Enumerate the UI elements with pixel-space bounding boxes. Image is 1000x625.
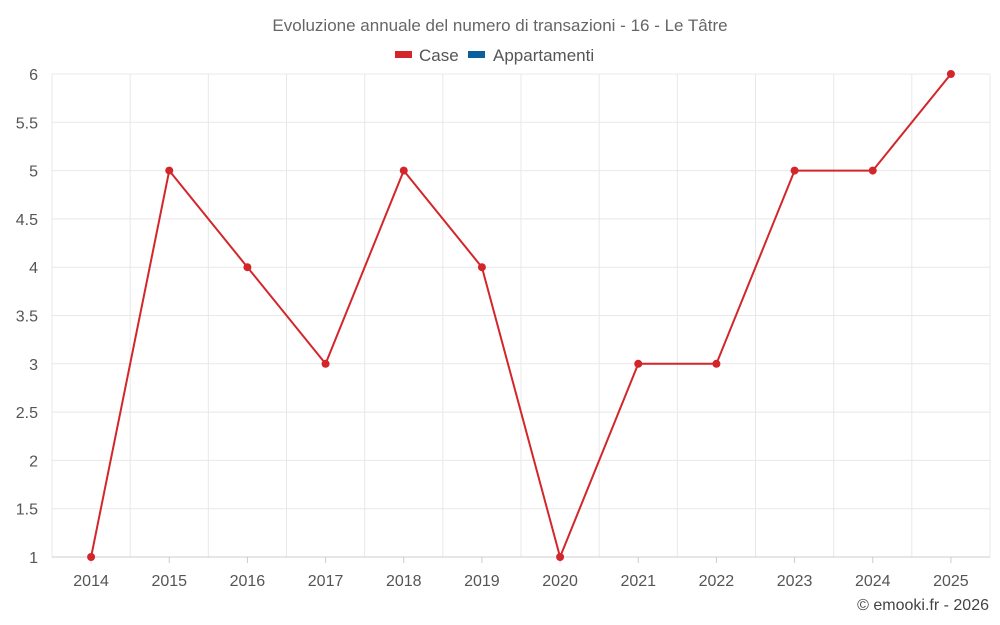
- x-tick-label: 2014: [73, 573, 109, 590]
- data-point[interactable]: [634, 359, 643, 368]
- y-tick-label: 3: [29, 357, 38, 374]
- x-tick-label: 2018: [386, 573, 422, 590]
- x-tick-label: 2020: [542, 573, 578, 590]
- x-tick-label: 2015: [151, 573, 187, 590]
- x-tick-label: 2022: [699, 573, 735, 590]
- credit-text: © emooki.fr - 2026: [857, 597, 989, 614]
- grid: [51, 73, 991, 557]
- y-tick-label: 5: [29, 164, 38, 181]
- legend-swatch-case[interactable]: [395, 51, 412, 58]
- y-tick-label: 3.5: [16, 309, 38, 326]
- data-point[interactable]: [790, 166, 799, 175]
- y-tick-label: 4: [29, 260, 38, 277]
- x-tick-label: 2024: [855, 573, 891, 590]
- y-tick-label: 4.5: [16, 212, 38, 229]
- data-point[interactable]: [477, 263, 486, 272]
- legend-label-case[interactable]: Case: [419, 46, 459, 65]
- x-tick-label: 2025: [933, 573, 969, 590]
- data-point[interactable]: [243, 263, 252, 272]
- x-tick-label: 2023: [777, 573, 813, 590]
- data-point[interactable]: [399, 166, 408, 175]
- y-tick-label: 6: [29, 67, 38, 84]
- data-point[interactable]: [712, 359, 721, 368]
- data-point[interactable]: [321, 359, 330, 368]
- series-case: [87, 70, 955, 561]
- y-axis-ticks: 1 1.5 2 2.5 3 3.5 4 4.5 5 5.5 6: [16, 67, 38, 567]
- x-tick-label: 2019: [464, 573, 500, 590]
- legend-swatch-appartamenti[interactable]: [468, 51, 485, 58]
- data-point[interactable]: [868, 166, 877, 175]
- x-tick-label: 2017: [308, 573, 344, 590]
- y-tick-label: 5.5: [16, 115, 38, 132]
- y-tick-label: 1.5: [16, 502, 38, 519]
- chart-title: Evoluzione annuale del numero di transaz…: [272, 16, 727, 35]
- x-tick-label: 2021: [620, 573, 656, 590]
- data-point[interactable]: [87, 553, 96, 561]
- y-tick-label: 2: [29, 453, 38, 470]
- x-axis-ticks: 2014 2015 2016 2017 2018 2019 2020 2021 2022 2023…: [73, 557, 969, 590]
- data-point[interactable]: [556, 553, 565, 561]
- data-point[interactable]: [165, 166, 174, 175]
- y-tick-label: 1: [29, 550, 38, 567]
- series-line-case: [90, 73, 952, 558]
- y-tick-label: 2.5: [16, 405, 38, 422]
- x-tick-label: 2016: [230, 573, 266, 590]
- legend: Case Appartamenti: [395, 46, 594, 65]
- legend-label-appartamenti[interactable]: Appartamenti: [493, 46, 594, 65]
- data-point[interactable]: [946, 70, 955, 78]
